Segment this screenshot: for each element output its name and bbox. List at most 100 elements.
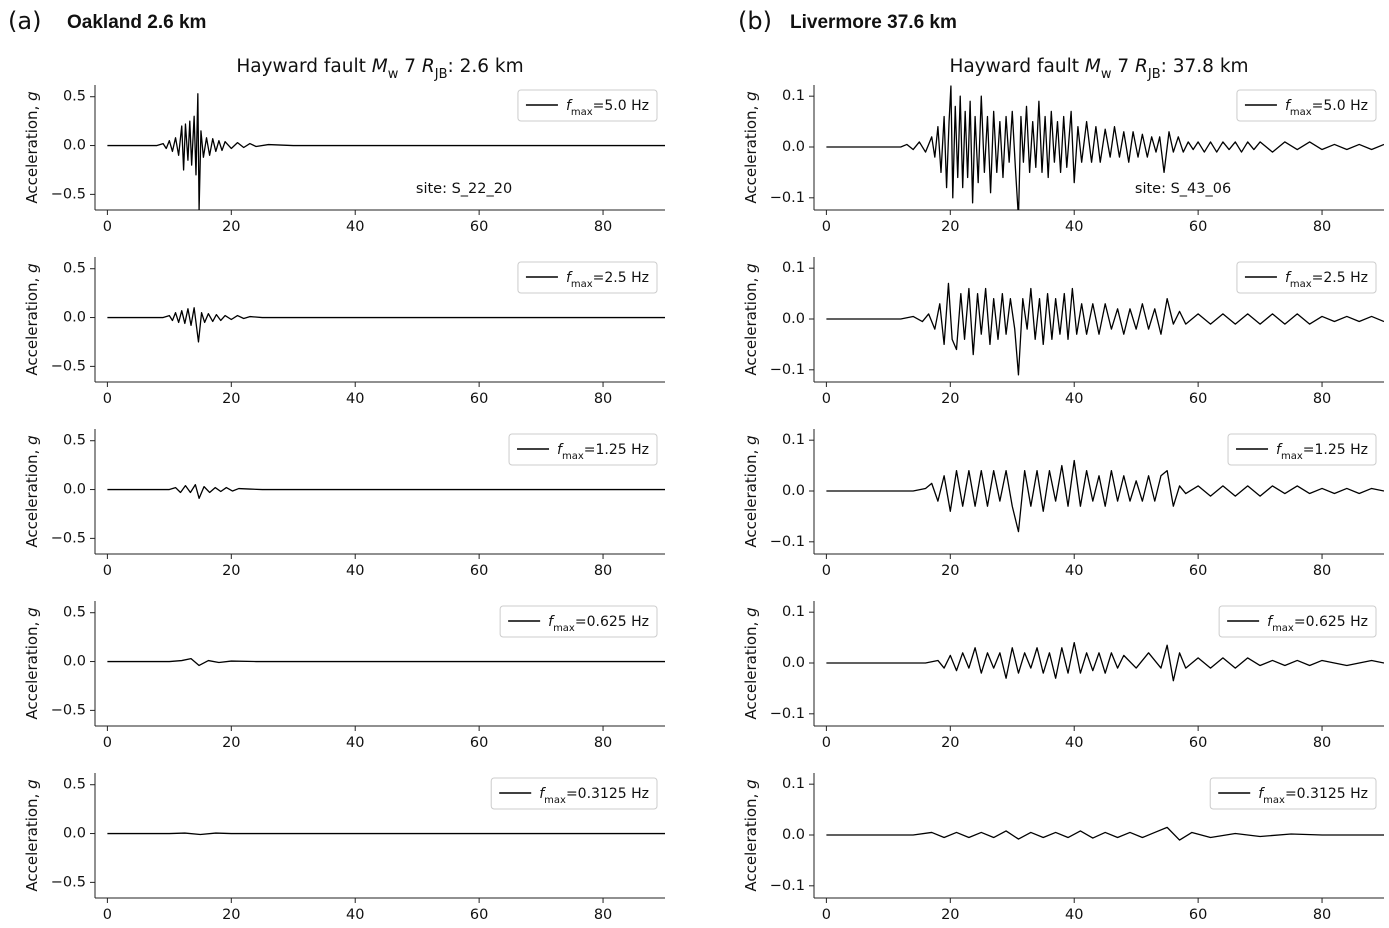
x-tick-label: 40	[1065, 735, 1083, 751]
y-tick-label: −0.5	[51, 530, 86, 546]
x-tick-label: 20	[222, 563, 240, 579]
y-tick-label: 0.1	[782, 88, 805, 104]
legend-box	[1236, 89, 1377, 122]
x-tick-label: 20	[222, 391, 240, 407]
waveform-line	[826, 642, 1384, 682]
x-tick-label: 0	[822, 391, 831, 407]
y-axis-label: Acceleration, g	[23, 91, 41, 203]
x-tick-label: 40	[1065, 391, 1083, 407]
legend: fmax=1.25 Hz	[1227, 433, 1377, 466]
y-tick-label: 0.5	[63, 89, 86, 105]
x-tick-label: 20	[941, 735, 959, 751]
waveform-line	[107, 93, 665, 210]
y-axis-label: Acceleration, g	[23, 263, 41, 375]
site-annotation: site: S_22_20	[416, 181, 512, 197]
y-tick-label: −0.1	[770, 878, 805, 894]
x-tick-label: 0	[822, 907, 831, 923]
subplot: 0.1 0.0 −0.1 0 20 40 60 80 Acceleration, g fmax=1…	[742, 429, 1384, 579]
x-tick-label: 40	[1065, 907, 1083, 923]
y-tick-label: −0.5	[51, 702, 86, 718]
legend: fmax=0.3125 Hz	[1209, 777, 1377, 810]
legend: fmax=0.625 Hz	[499, 605, 658, 638]
x-tick-label: 0	[103, 735, 112, 751]
y-tick-label: 0.1	[782, 776, 805, 792]
x-tick-label: 60	[470, 563, 488, 579]
y-tick-label: −0.5	[51, 358, 86, 374]
x-tick-label: 20	[941, 907, 959, 923]
legend-label: fmax=5.0 Hz	[1285, 98, 1368, 118]
x-tick-label: 60	[1189, 391, 1207, 407]
waveform-line	[826, 282, 1384, 376]
waveform-line	[826, 459, 1384, 533]
x-tick-label: 80	[594, 391, 612, 407]
subplot: 0.5 0.0 −0.5 0 20 40 60 80 Acceleration, g fmax=1…	[23, 429, 665, 579]
legend: fmax=0.625 Hz	[1218, 605, 1377, 638]
legend-label: fmax=2.5 Hz	[566, 270, 649, 290]
y-tick-label: 0.0	[63, 482, 86, 498]
x-tick-label: 80	[594, 219, 612, 235]
legend-label: fmax=1.25 Hz	[1276, 442, 1368, 462]
waveform-line	[107, 307, 665, 343]
legend: fmax=5.0 Hz	[517, 89, 658, 122]
x-tick-label: 60	[1189, 735, 1207, 751]
subplot: 0.1 0.0 −0.1 0 20 40 60 80 Acceleration, g fmax=5…	[742, 85, 1384, 235]
y-tick-label: 0.5	[63, 777, 86, 793]
y-tick-label: 0.0	[782, 655, 805, 671]
x-tick-label: 60	[470, 907, 488, 923]
x-tick-label: 80	[1313, 735, 1331, 751]
y-tick-label: 0.1	[782, 432, 805, 448]
x-tick-label: 60	[1189, 219, 1207, 235]
x-tick-label: 80	[594, 735, 612, 751]
waveform-line	[107, 657, 665, 667]
subplot: 0.5 0.0 −0.5 0 20 40 60 80 Acceleration, g fmax=5…	[23, 85, 665, 235]
y-axis-label: Acceleration, g	[742, 607, 760, 719]
legend-box	[499, 605, 658, 638]
legend-label: fmax=5.0 Hz	[566, 98, 649, 118]
x-tick-label: 80	[594, 907, 612, 923]
x-tick-label: 0	[822, 219, 831, 235]
x-tick-label: 20	[941, 563, 959, 579]
subplot: 0.1 0.0 −0.1 0 20 40 60 80 Acceleration, g fmax=0…	[742, 601, 1384, 751]
x-tick-label: 20	[222, 907, 240, 923]
y-axis-label: Acceleration, g	[23, 435, 41, 547]
x-tick-label: 40	[1065, 563, 1083, 579]
subplot: 0.5 0.0 −0.5 0 20 40 60 80 Acceleration, g fmax=0…	[23, 601, 665, 751]
x-tick-label: 0	[103, 563, 112, 579]
x-tick-label: 20	[941, 391, 959, 407]
site-annotation: site: S_43_06	[1135, 181, 1231, 197]
waveform-line	[826, 85, 1384, 210]
legend-box	[1227, 433, 1377, 466]
y-tick-label: 0.0	[63, 138, 86, 154]
legend-label: fmax=0.3125 Hz	[539, 786, 649, 806]
chart-title: Hayward fault Mw 7 RJB: 37.8 km	[949, 56, 1248, 82]
subplot: 0.5 0.0 −0.5 0 20 40 60 80 Acceleration, g fmax=2…	[23, 257, 665, 407]
y-tick-label: 0.0	[63, 826, 86, 842]
x-tick-label: 60	[470, 735, 488, 751]
panel-heading: Livermore 37.6 km	[790, 12, 957, 33]
y-tick-label: 0.5	[63, 433, 86, 449]
y-axis-label: Acceleration, g	[742, 263, 760, 375]
legend-label: fmax=2.5 Hz	[1285, 270, 1368, 290]
waveform-line	[107, 832, 665, 836]
legend: fmax=0.3125 Hz	[490, 777, 658, 810]
y-axis-label: Acceleration, g	[742, 779, 760, 891]
legend-box	[490, 777, 658, 810]
x-tick-label: 0	[103, 391, 112, 407]
x-tick-label: 20	[222, 735, 240, 751]
y-tick-label: −0.1	[770, 534, 805, 550]
x-tick-label: 60	[470, 219, 488, 235]
y-tick-label: −0.5	[51, 186, 86, 202]
y-tick-label: 0.1	[782, 604, 805, 620]
legend: fmax=2.5 Hz	[1236, 261, 1377, 294]
y-axis-label: Acceleration, g	[742, 91, 760, 203]
legend-box	[517, 261, 658, 294]
legend-label: fmax=0.3125 Hz	[1258, 786, 1368, 806]
legend-label: fmax=0.625 Hz	[1267, 614, 1368, 634]
y-tick-label: 0.0	[782, 139, 805, 155]
x-tick-label: 0	[103, 219, 112, 235]
legend: fmax=1.25 Hz	[508, 433, 658, 466]
x-tick-label: 0	[822, 563, 831, 579]
panel-label: (b)	[738, 7, 772, 35]
y-tick-label: 0.5	[63, 261, 86, 277]
